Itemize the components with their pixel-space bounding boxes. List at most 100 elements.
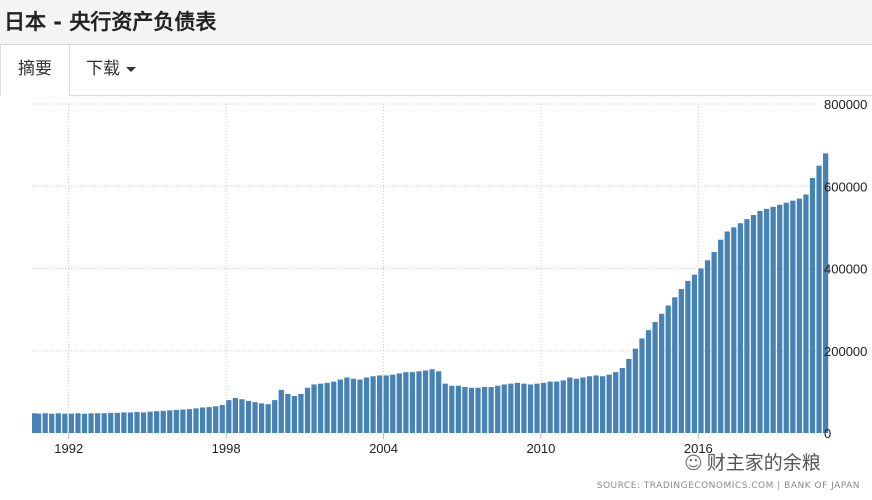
data-bar (193, 408, 199, 433)
data-bar (55, 413, 61, 433)
data-bar (737, 223, 743, 433)
data-bar (809, 178, 816, 433)
data-bar (704, 260, 711, 433)
data-bar (481, 386, 488, 433)
data-bar (777, 204, 783, 433)
data-bar (344, 377, 350, 433)
data-bar (593, 375, 599, 433)
data-bar (383, 375, 389, 433)
y-tick-label: 600000 (824, 179, 867, 194)
data-bar (442, 383, 448, 433)
data-bar (508, 383, 514, 433)
data-bar (573, 378, 580, 433)
tab-summary[interactable]: 摘要 (0, 45, 70, 96)
data-bar (626, 358, 632, 433)
data-bar (114, 412, 120, 433)
data-bar (311, 384, 317, 433)
y-tick-label: 200000 (824, 344, 867, 359)
data-bar (495, 385, 501, 433)
data-bar (763, 208, 770, 433)
data-bar (403, 372, 409, 433)
data-bar (462, 386, 468, 433)
data-bar (803, 194, 809, 433)
data-bar (606, 374, 612, 433)
data-bar (534, 383, 540, 433)
data-bar (35, 413, 42, 433)
data-bar (796, 198, 803, 433)
data-bar (213, 406, 219, 433)
data-bar (258, 403, 265, 433)
data-bar (390, 374, 396, 433)
data-bar (173, 409, 179, 433)
data-bar (455, 385, 461, 433)
data-bar (272, 400, 278, 433)
data-bar (68, 413, 75, 433)
data-bar (154, 411, 160, 433)
data-bar (488, 386, 494, 433)
data-bar (554, 381, 560, 433)
page-header: 日本 - 央行资产负债表 (0, 0, 872, 45)
data-bar (304, 387, 311, 433)
watermark: ☺ 财主家的余粮 (684, 448, 821, 475)
data-bar (357, 379, 363, 433)
data-bar (475, 387, 481, 433)
data-bar (285, 393, 291, 433)
data-bar (160, 410, 166, 433)
data-bar (619, 368, 625, 433)
data-bar (62, 413, 68, 433)
data-bar (547, 381, 553, 433)
data-bar (252, 402, 258, 433)
data-bar (416, 371, 422, 433)
data-bar (377, 375, 383, 433)
data-bar (409, 372, 416, 433)
data-bar (370, 376, 376, 433)
data-bar (245, 400, 252, 433)
data-bar (81, 413, 88, 433)
data-bar (127, 412, 134, 433)
data-bar (206, 407, 212, 433)
data-bar (350, 378, 357, 433)
data-bar (140, 412, 147, 433)
data-bar (278, 389, 284, 433)
data-bar (816, 165, 822, 433)
caret-down-icon (126, 66, 136, 72)
data-bar (75, 413, 81, 433)
data-bar (691, 274, 698, 433)
data-bar (291, 395, 298, 433)
data-bar (718, 239, 724, 433)
data-bar (567, 377, 573, 433)
watermark-text: 财主家的余粮 (706, 452, 821, 474)
data-bar (396, 373, 402, 433)
data-bar (783, 202, 789, 433)
data-bar (226, 400, 232, 433)
data-bar (32, 413, 38, 433)
data-bar (134, 412, 140, 433)
tab-download[interactable]: 下载 (86, 45, 136, 95)
data-bar (331, 381, 337, 433)
data-bar (436, 371, 442, 433)
data-bar (363, 377, 370, 433)
data-bar (600, 376, 606, 433)
data-bar (514, 382, 520, 433)
x-tick-label: 2016 (684, 441, 713, 456)
data-bar (678, 289, 684, 433)
data-bar (632, 348, 639, 433)
data-bar (685, 280, 691, 433)
data-bar (639, 338, 645, 433)
data-bar (265, 404, 271, 433)
data-bar (199, 407, 206, 433)
data-bar (324, 382, 330, 433)
data-bar (317, 383, 324, 433)
data-bar (186, 409, 193, 433)
data-bar (580, 377, 586, 433)
data-bar (429, 369, 435, 433)
data-bar (232, 398, 238, 433)
data-bar (711, 252, 717, 433)
data-bar (95, 413, 101, 433)
data-bar (645, 330, 652, 433)
data-bar (501, 384, 507, 433)
data-bar (586, 376, 593, 433)
tab-bar: 摘要 下载 (0, 45, 872, 96)
data-bar (672, 297, 678, 433)
data-bar (167, 410, 173, 433)
